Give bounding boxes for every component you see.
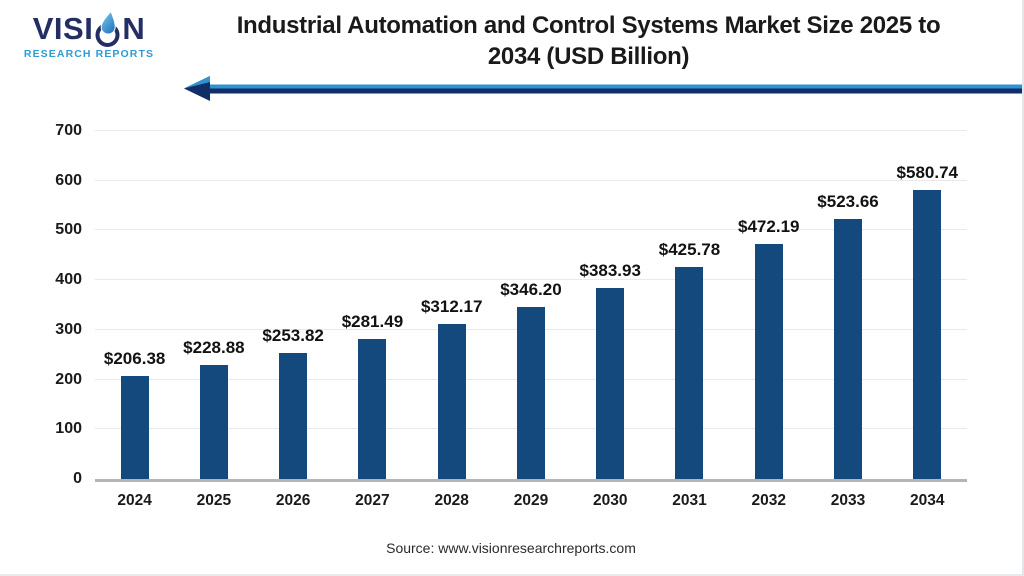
bar-value-label-2030: $383.93	[579, 261, 641, 281]
bar-column-2029: $346.20 2029	[491, 131, 570, 509]
bar-2026	[279, 352, 308, 479]
logo-tagline: RESEARCH REPORTS	[23, 48, 155, 60]
bar-2028	[437, 323, 466, 479]
left-arrow-divider	[184, 76, 1022, 101]
x-tick-label-2034: 2034	[910, 492, 945, 509]
x-tick-label-2032: 2032	[751, 492, 786, 509]
bar-2030	[596, 288, 625, 479]
bar-column-2025: $228.88 2025	[174, 131, 253, 509]
bar-column-2034: $580.74 2034	[888, 131, 967, 509]
bar-column-2027: $281.49 2027	[333, 131, 412, 509]
bar-column-2033: $523.66 2033	[808, 131, 887, 509]
bar-column-2028: $312.17 2028	[412, 131, 491, 509]
y-tick-label-200: 200	[55, 370, 82, 388]
y-axis: 0 100 200 300 400 500 600 700	[28, 122, 82, 499]
x-tick-label-2028: 2028	[434, 492, 469, 509]
bar-2024	[120, 376, 149, 479]
bar-column-2024: $206.38 2024	[95, 131, 174, 509]
chart-title-line2: 2034 (USD Billion)	[487, 43, 690, 70]
bar-2029	[516, 306, 545, 479]
y-tick-label-400: 400	[55, 271, 82, 289]
bar-value-label-2033: $523.66	[817, 191, 879, 211]
bar-2034	[913, 190, 942, 479]
bar-value-label-2027: $281.49	[341, 312, 404, 332]
bar-column-2030: $383.93 2030	[571, 131, 650, 509]
bar-value-label-2024: $206.38	[103, 349, 166, 369]
bar-column-2026: $253.82 2026	[254, 131, 333, 509]
bar-value-label-2029: $346.20	[500, 279, 562, 299]
chart-title: Industrial Automation and Control System…	[185, 10, 992, 72]
logo-waterdrop-o-icon	[94, 8, 121, 47]
x-tick-label-2024: 2024	[117, 492, 152, 509]
x-tick-label-2027: 2027	[355, 492, 390, 509]
y-tick-label-300: 300	[55, 320, 82, 338]
gridline-400	[95, 279, 967, 281]
bar-value-label-2025: $228.88	[183, 338, 245, 358]
vision-research-reports-logo: VISI N RESEARCH REPORTS	[22, 8, 156, 60]
logo-brand-prefix: VISI	[32, 11, 94, 46]
x-tick-label-2030: 2030	[592, 492, 628, 509]
bar-value-label-2026: $253.82	[262, 325, 324, 345]
bar-value-label-2034: $580.74	[896, 163, 959, 183]
x-tick-label-2025: 2025	[196, 492, 232, 509]
y-tick-label-0: 0	[73, 470, 82, 487]
x-tick-label-2031: 2031	[672, 492, 707, 509]
y-tick-label-600: 600	[55, 171, 82, 189]
bar-2032	[754, 244, 783, 479]
gridline-600	[95, 179, 967, 181]
y-tick-label-500: 500	[55, 221, 82, 239]
bar-column-2032: $472.19 2032	[729, 131, 808, 509]
source-note: Source: www.visionresearchreports.com	[386, 540, 636, 556]
bar-2033	[834, 218, 863, 479]
gridline-500	[95, 229, 967, 231]
y-tick-label-100: 100	[55, 420, 82, 438]
y-tick-label-700: 700	[55, 122, 82, 139]
bar-column-2031: $425.78 2031	[650, 131, 729, 509]
logo-brand-suffix: N	[122, 11, 146, 46]
plot-area: $206.38 2024 $228.88 2025 $253.82 2026 $281.49…	[95, 130, 967, 509]
bar-value-label-2032: $472.19	[738, 217, 800, 237]
bar-2025	[199, 365, 228, 479]
bar-2027	[358, 339, 387, 479]
bar-2031	[675, 267, 704, 479]
logo-brand-text: VISI N	[32, 8, 146, 47]
bar-value-label-2028: $312.17	[420, 296, 483, 316]
x-tick-label-2029: 2029	[513, 492, 549, 509]
chart-title-line1: Industrial Automation and Control System…	[236, 12, 941, 39]
bar-value-label-2031: $425.78	[658, 240, 721, 260]
x-tick-label-2033: 2033	[830, 492, 866, 509]
gridline-700	[95, 130, 967, 131]
x-tick-label-2026: 2026	[275, 492, 311, 509]
